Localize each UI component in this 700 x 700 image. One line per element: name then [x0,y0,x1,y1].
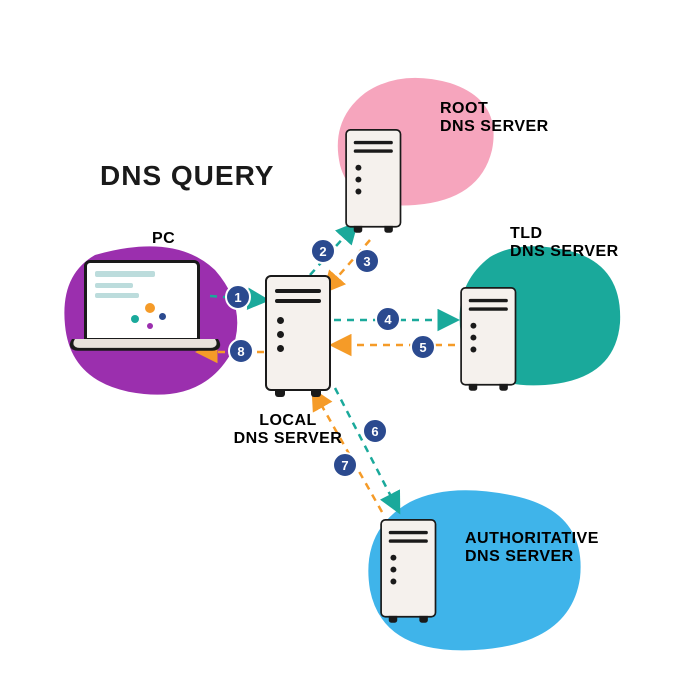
step-badge-1: 1 [225,284,251,310]
root-dns-server-node [345,129,405,231]
step-badge-5: 5 [410,334,436,360]
auth-dns-server-node [380,519,440,621]
root-label: ROOTDNS SERVER [440,100,549,137]
tld-dns-server-node [460,287,520,389]
step-badge-6: 6 [362,418,388,444]
diagram-title: DNS QUERY [100,160,274,192]
step-badge-2: 2 [310,238,336,264]
step-badge-4: 4 [375,306,401,332]
auth-label: AUTHORITATIVEDNS SERVER [465,530,599,567]
step-badge-8: 8 [228,338,254,364]
pc-node [72,260,212,370]
step-badge-3: 3 [354,248,380,274]
tld-label: TLDDNS SERVER [510,225,619,262]
step-badge-7: 7 [332,452,358,478]
local-dns-server-node [265,275,335,395]
local-label: LOCALDNS SERVER [228,412,348,449]
pc-label: PC [152,230,175,248]
